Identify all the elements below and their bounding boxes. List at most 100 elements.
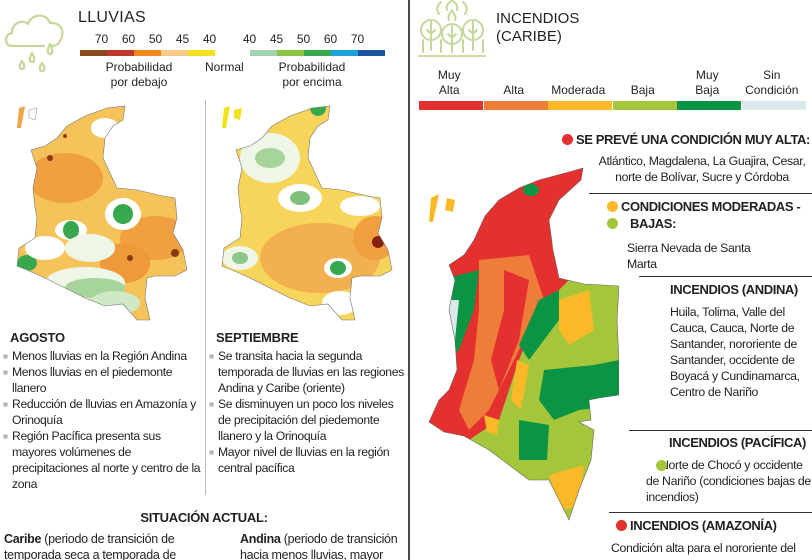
scale-swatch bbox=[358, 50, 385, 56]
incendios-title-line1: INCENDIOS bbox=[496, 10, 580, 27]
scale-swatch bbox=[161, 50, 188, 56]
panel-divider bbox=[408, 0, 410, 560]
section-divider bbox=[629, 430, 812, 431]
scale-swatch bbox=[250, 50, 277, 56]
level-label-muy-baja: Muy Baja bbox=[695, 68, 720, 97]
list-item: Se transita hacia la segunda temporada d… bbox=[208, 348, 408, 396]
amazonia-regions: Condición alta para el nororiente del bbox=[611, 541, 796, 555]
above-label: Probabilidad por encima bbox=[270, 60, 354, 90]
level-label-muy-alta: Muy Alta bbox=[437, 68, 461, 97]
level-swatch-alta bbox=[483, 101, 548, 110]
moderadas-head-line2: BAJAS: bbox=[630, 216, 676, 231]
above-scale-bar bbox=[250, 50, 385, 56]
incendios-panel: INCENDIOS (CARIBE) Muy Alta Alta Moderad… bbox=[411, 0, 812, 560]
section-divider bbox=[609, 512, 812, 513]
baja-dot-icon bbox=[656, 460, 667, 471]
below-label-line2: por debajo bbox=[110, 75, 168, 89]
scale-value: 60 bbox=[323, 32, 338, 46]
scale-value: 50 bbox=[148, 32, 163, 46]
cloud-rain-icon bbox=[4, 14, 64, 72]
below-label: Probabilidad por debajo bbox=[97, 60, 181, 90]
level-color-bar bbox=[419, 101, 806, 110]
amazonia-heading: INCENDIOS (AMAZONÍA) bbox=[616, 518, 777, 533]
list-item: Menos lluvias en el piedemonte llanero bbox=[2, 364, 202, 396]
caribe-text: (periodo de transición de temporada seca… bbox=[4, 532, 176, 560]
section-divider bbox=[589, 193, 812, 194]
moderadas-regions: Sierra Nevada de Santa Marta bbox=[627, 241, 751, 271]
map-septiembre bbox=[221, 105, 393, 321]
level-label-baja: Baja bbox=[630, 83, 655, 97]
list-item: Región Pacífica presenta sus mayores vol… bbox=[2, 428, 202, 492]
muy-alta-dot-icon bbox=[562, 134, 573, 145]
moderadas-heading: CONDICIONES MODERADAS - BAJAS: bbox=[607, 198, 801, 232]
below-label-line1: Probabilidad bbox=[105, 60, 173, 74]
scale-swatch bbox=[134, 50, 161, 56]
scale-value: 40 bbox=[242, 32, 257, 46]
above-label-line1: Probabilidad bbox=[278, 60, 346, 74]
incendios-title: INCENDIOS (CARIBE) bbox=[496, 10, 579, 46]
amazonia-head-text: INCENDIOS (AMAZONÍA) bbox=[630, 518, 777, 533]
caribe-head-text: SE PREVÉ UNA CONDICIÓN MUY ALTA: bbox=[576, 132, 810, 147]
level-swatch-muy-baja bbox=[677, 101, 741, 110]
month-title-agosto: AGOSTO bbox=[10, 330, 65, 345]
scale-swatch bbox=[188, 50, 215, 56]
pacifica-text: Norte de Chocó y occidente de Nariño (co… bbox=[646, 458, 811, 504]
caribe-regions: Atlántico, Magdalena, La Guajira, Cesar,… bbox=[598, 154, 806, 184]
agosto-bullets: Menos lluvias en la Región Andina Menos … bbox=[2, 348, 202, 492]
pacifica-regions: Norte de Chocó y occidente de Nariño (co… bbox=[646, 457, 812, 505]
below-scale-bar bbox=[80, 50, 215, 56]
andina-text: (periodo de transición hacia menos lluvi… bbox=[240, 532, 398, 560]
scale-swatch bbox=[107, 50, 134, 56]
below-scale-values: 70 60 50 45 40 bbox=[88, 32, 223, 46]
level-swatch-moderada bbox=[548, 101, 612, 110]
level-swatch-muy-alta bbox=[419, 101, 483, 110]
normal-label: Normal bbox=[205, 60, 244, 74]
situacion-caribe: Caribe (periodo de transición de tempora… bbox=[4, 531, 184, 560]
situacion-actual-title: SITUACIÓN ACTUAL: bbox=[140, 510, 268, 525]
scale-swatch bbox=[277, 50, 304, 56]
scale-swatch bbox=[80, 50, 107, 56]
incendios-title-line2: (CARIBE) bbox=[496, 28, 562, 45]
level-swatch-baja bbox=[612, 101, 677, 110]
month-divider bbox=[205, 100, 206, 495]
above-label-line2: por encima bbox=[282, 75, 342, 89]
lluvias-title: LLUVIAS bbox=[78, 9, 146, 26]
level-labels: Muy Alta Alta Moderada Baja Muy Baja Sin… bbox=[417, 66, 811, 98]
above-scale-values: 40 45 50 60 70 bbox=[236, 32, 371, 46]
moderada-dot-icon bbox=[607, 201, 618, 212]
forest-fire-icon bbox=[418, 0, 488, 57]
scale-value: 70 bbox=[350, 32, 365, 46]
scale-value: 50 bbox=[296, 32, 311, 46]
caribe-muy-alta-heading: SE PREVÉ UNA CONDICIÓN MUY ALTA: bbox=[562, 132, 810, 147]
month-title-septiembre: SEPTIEMBRE bbox=[216, 330, 299, 345]
list-item: Reducción de lluvias en Amazonía y Orino… bbox=[2, 396, 202, 428]
moderadas-head-line1: CONDICIONES MODERADAS - bbox=[621, 199, 801, 214]
map-incendios bbox=[428, 167, 619, 521]
andina-regions: Huila, Tolima, Valle del Cauca, Cauca, N… bbox=[670, 305, 800, 399]
andina-heading: INCENDIOS (ANDINA) bbox=[670, 282, 798, 297]
scale-value: 60 bbox=[121, 32, 136, 46]
scale-swatch bbox=[304, 50, 331, 56]
level-label-moderada: Moderada bbox=[551, 83, 606, 97]
lluvias-panel: LLUVIAS 70 60 50 45 40 Probabilidad por … bbox=[2, 9, 410, 560]
list-item: Se disminuyen un poco los niveles de pre… bbox=[208, 396, 408, 444]
pacifica-heading: INCENDIOS (PACÍFICA) bbox=[669, 435, 806, 450]
caribe-label: Caribe bbox=[4, 532, 42, 546]
list-item: Mayor nivel de lluvias en la región cent… bbox=[208, 444, 408, 476]
andina-label: Andina bbox=[240, 532, 281, 546]
list-item: Menos lluvias en la Región Andina bbox=[2, 348, 202, 364]
scale-swatch bbox=[331, 50, 358, 56]
situacion-andina: Andina (periodo de transición hacia meno… bbox=[240, 531, 410, 560]
section-divider bbox=[639, 276, 812, 277]
scale-value: 40 bbox=[202, 32, 217, 46]
scale-value: 45 bbox=[269, 32, 284, 46]
scale-value: 70 bbox=[94, 32, 109, 46]
septiembre-bullets: Se transita hacia la segunda temporada d… bbox=[208, 348, 408, 476]
level-label-sin-condicion: Sin Condición bbox=[745, 68, 799, 97]
scale-value: 45 bbox=[175, 32, 190, 46]
level-swatch-sin-condicion bbox=[741, 101, 806, 110]
level-label-alta: Alta bbox=[503, 83, 525, 97]
baja-dot-icon bbox=[607, 218, 618, 229]
map-agosto bbox=[16, 105, 188, 321]
alta-dot-icon bbox=[616, 520, 627, 531]
